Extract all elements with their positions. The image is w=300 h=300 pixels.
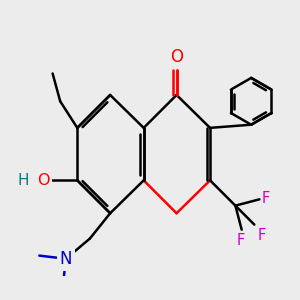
Text: O: O: [170, 48, 183, 66]
Text: H: H: [18, 173, 29, 188]
Text: F: F: [262, 190, 270, 206]
Text: O: O: [38, 173, 50, 188]
Text: F: F: [236, 233, 244, 248]
Text: N: N: [60, 250, 72, 268]
Text: F: F: [257, 228, 266, 243]
